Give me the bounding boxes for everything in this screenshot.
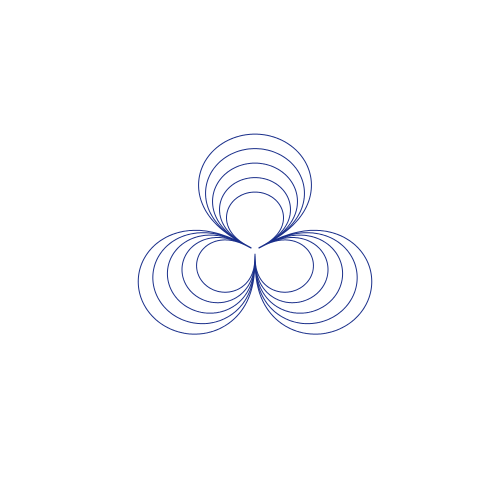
knot-strand-5 xyxy=(196,191,314,293)
knot-strand-3 xyxy=(166,162,344,314)
trefoil-strands xyxy=(137,133,373,335)
knot-strand-2 xyxy=(152,148,358,325)
knot-strand-1 xyxy=(137,133,373,335)
